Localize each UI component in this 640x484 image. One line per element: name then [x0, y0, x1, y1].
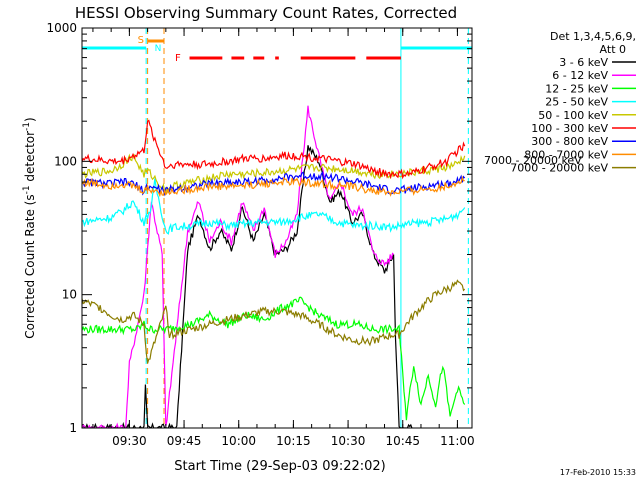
- series-7000-20000-kev-line: [82, 279, 466, 364]
- legend-entry-label: 3 - 6 keV: [559, 56, 608, 69]
- x-tick-label: 11:00: [440, 434, 475, 448]
- legend-entry-label: 25 - 50 keV: [545, 96, 608, 109]
- y-axis-label-tail: ): [23, 117, 37, 122]
- right-axis-label: 7000 - 20000 keV: [484, 154, 582, 167]
- legend-entry-label: 100 - 300 keV: [531, 122, 608, 135]
- y-axis-label: Corrected Count Rate (s-1 detector-1): [22, 117, 37, 338]
- chart-title: HESSI Observing Summary Count Rates, Cor…: [75, 4, 457, 22]
- legend-entry-label: 6 - 12 keV: [552, 69, 608, 82]
- series-800-7000-kev-line: [82, 175, 465, 198]
- plot-frame: [81, 27, 473, 429]
- y-axis-label-mid: detector: [23, 131, 37, 186]
- y-axis-label-sup2: -1: [22, 122, 32, 131]
- series-25-50-kev-line: [82, 178, 466, 235]
- legend-entry-label: 7000 - 20000 keV: [510, 162, 608, 175]
- series-6-12-kev-line: [82, 105, 395, 428]
- legend-header-1: Det 1,3,4,5,6,9,: [550, 30, 636, 43]
- legend-header-2: Att 0: [600, 43, 626, 56]
- x-tick-label: 10:30: [331, 434, 366, 448]
- series-100-300-kev-line: [82, 119, 466, 180]
- y-tick-label: 10: [62, 288, 77, 302]
- legend-entry-label: 300 - 800 keV: [531, 135, 608, 148]
- ticks-layer: 09:30 09:45 10:00 10:15 10:30 10:45 11:00 1 10 10…: [46, 21, 474, 448]
- y-tick-label: 1: [69, 421, 77, 435]
- saa-flag-label: S: [138, 35, 144, 46]
- series-3-6-kev-line: [82, 145, 413, 428]
- legend-entry-label: 12 - 25 keV: [545, 82, 608, 95]
- series-50-100-kev-line: [82, 153, 466, 195]
- x-tick-label: 09:45: [167, 434, 202, 448]
- footer-date: 17-Feb-2010 15:33: [560, 468, 636, 477]
- x-tick-label: 10:45: [385, 434, 420, 448]
- x-axis-label: Start Time (29-Sep-03 09:22:02): [174, 459, 385, 474]
- legend-entry-label: 50 - 100 keV: [538, 109, 608, 122]
- series-layer: [82, 105, 466, 428]
- legend-entry-label: 800 - 7000 keV: [524, 148, 608, 161]
- y-tick-label: 100: [54, 154, 77, 168]
- night-flag-label: N: [155, 44, 162, 54]
- series-12-25-kev-line: [82, 296, 466, 421]
- flare-flag-label: F: [175, 53, 181, 64]
- y-axis-label-main: Corrected Count Rate (s: [23, 194, 37, 338]
- x-tick-label: 10:15: [276, 434, 311, 448]
- x-tick-label: 10:00: [221, 434, 256, 448]
- y-axis-label-sup: -1: [22, 185, 32, 194]
- x-tick-label: 09:30: [112, 434, 147, 448]
- y-tick-label: 1000: [46, 21, 77, 35]
